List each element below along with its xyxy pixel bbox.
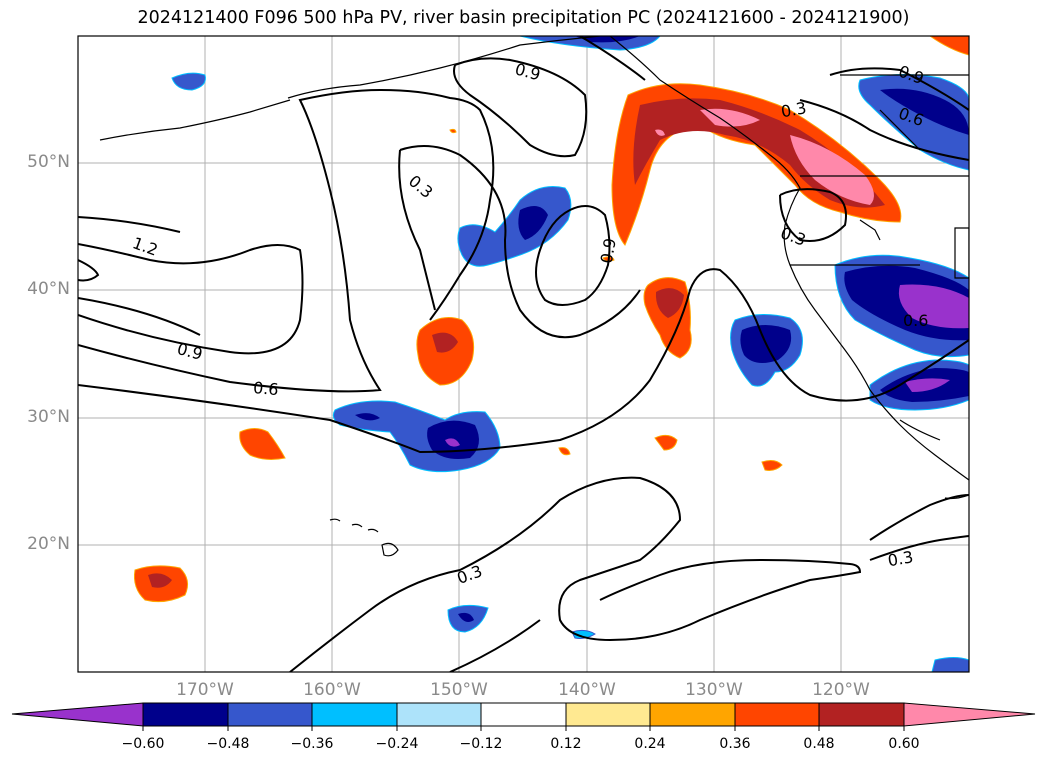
contour-label: 0.3 (886, 547, 914, 570)
contour-label: 0.3 (405, 171, 437, 202)
colorbar-bin (227, 702, 313, 727)
pv-contours (78, 36, 969, 672)
colorbar-tick-label: 0.24 (634, 736, 666, 752)
map-title: 2024121400 F096 500 hPa PV, river basin … (137, 8, 910, 28)
precip-pc-fills (134, 36, 969, 672)
colorbar-tick-label: 0.60 (888, 736, 920, 752)
colorbar-bin (480, 702, 567, 727)
colorbar-tick-label: 0.48 (803, 736, 835, 752)
colorbar-bin (396, 702, 482, 727)
lat-label-20n: 20°N (27, 534, 70, 554)
contour-label: 0.9 (597, 237, 620, 265)
colorbar-tick-label: −0.12 (459, 736, 503, 752)
colorbar-tick-label: 0.12 (550, 736, 582, 752)
colorbar-tick-label: −0.60 (121, 736, 165, 752)
lat-label-50n: 50°N (27, 152, 70, 172)
colorbar-bin (818, 702, 905, 727)
lon-label-150w: 150°W (430, 680, 488, 700)
colorbar-tick-label: −0.24 (375, 736, 419, 752)
colorbar-bin (734, 702, 820, 727)
lon-label-120w: 120°W (812, 680, 870, 700)
lon-label-140w: 140°W (558, 680, 616, 700)
negative-anomaly-area (171, 72, 206, 91)
lat-label-30n: 30°N (27, 407, 70, 427)
map-frame (77, 35, 970, 673)
colorbar-bin (649, 702, 736, 727)
colorbar-ticks (142, 726, 905, 731)
lat-label-40n: 40°N (27, 279, 70, 299)
contour-label: 0.6 (903, 311, 928, 330)
colorbar-bin (565, 702, 651, 727)
lon-label-160w: 160°W (303, 680, 361, 700)
colorbar-bin (142, 702, 229, 727)
colorbar-extend-min (11, 702, 144, 727)
contour-label: 0.3 (779, 98, 807, 121)
negative-anomaly-area (457, 186, 572, 267)
contour-label: 0.9 (175, 339, 205, 364)
hawaii-islands (329, 518, 399, 557)
contour-label: 0.9 (513, 59, 543, 84)
colorbar-tick-label: 0.36 (719, 736, 751, 752)
colorbar-tick-label: −0.48 (206, 736, 250, 752)
colorbar (11, 702, 1036, 731)
contour-label: 0.6 (252, 378, 279, 399)
lon-label-170w: 170°W (176, 680, 234, 700)
colorbar-bin (311, 702, 398, 727)
positive-anomaly-area (239, 428, 286, 460)
coastlines (99, 36, 969, 500)
lon-label-130w: 130°W (685, 680, 743, 700)
colorbar-tick-label: −0.36 (290, 736, 334, 752)
colorbar-extend-max (903, 702, 1036, 727)
contour-label: 0.3 (778, 223, 808, 250)
